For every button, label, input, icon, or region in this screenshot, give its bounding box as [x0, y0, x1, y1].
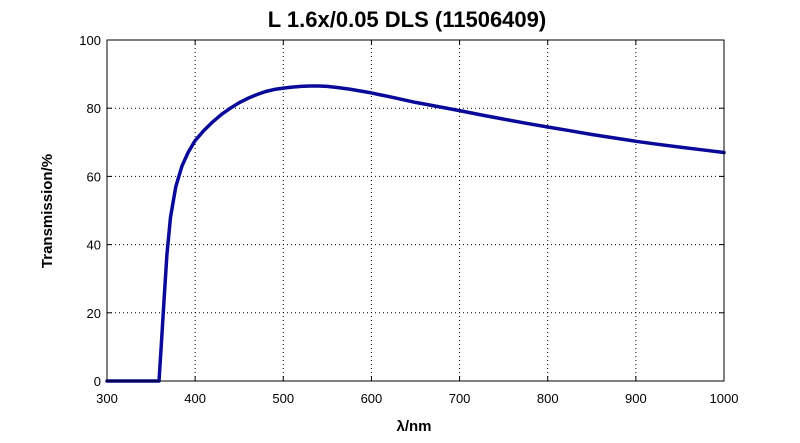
x-tick-label: 300	[96, 391, 118, 406]
y-tick-label: 100	[79, 33, 101, 48]
axis-ticks: 300 400 500 600 700 800 900 1000 0 20 40 60 80 100	[79, 33, 738, 406]
y-tick-label: 80	[87, 101, 101, 116]
plot-frame	[106, 39, 725, 382]
x-axis-title: λ/nm	[396, 418, 431, 435]
chart-title: L 1.6x/0.05 DLS (11506409)	[268, 7, 546, 32]
y-tick-label: 40	[87, 238, 101, 253]
transmission-series-line	[105, 84, 726, 383]
x-tick-label: 600	[361, 391, 383, 406]
grid-lines	[107, 40, 724, 381]
y-tick-label: 60	[87, 169, 101, 184]
y-tick-label: 0	[94, 374, 101, 389]
x-tick-label: 1000	[710, 391, 739, 406]
series-layer	[105, 84, 726, 383]
y-axis-title: Transmission/%	[39, 154, 56, 268]
x-tick-label: 900	[625, 391, 647, 406]
x-tick-label: 500	[272, 391, 294, 406]
x-tick-label: 400	[184, 391, 206, 406]
y-tick-label: 20	[87, 306, 101, 321]
x-tick-label: 800	[537, 391, 559, 406]
x-tick-label: 700	[449, 391, 471, 406]
